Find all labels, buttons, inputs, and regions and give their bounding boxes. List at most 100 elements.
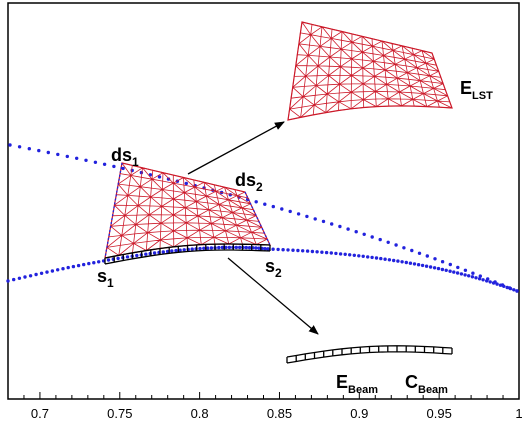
lower-right-curve-point <box>271 247 275 251</box>
lower-left-curve-point <box>125 255 130 259</box>
lower-right-curve-point <box>452 270 456 274</box>
lower-right-curve-point <box>455 271 460 275</box>
upper-curve-point <box>346 227 350 231</box>
lower-left-curve-point <box>45 270 49 274</box>
upper-curve-point <box>84 158 88 162</box>
lower-left-curve-point <box>82 262 86 267</box>
lower-right-curve-point <box>463 273 467 277</box>
lower-left-curve-point <box>87 261 91 266</box>
upper-curve-point <box>378 237 382 242</box>
upper-curve-point <box>37 148 41 153</box>
upper-curve-point <box>139 170 144 175</box>
upper-curve-point <box>102 162 107 166</box>
lower-right-curve-point <box>467 274 471 278</box>
lower-left-curve-point <box>39 271 44 275</box>
upper-curve-point <box>463 268 468 272</box>
lower-right-curve-point <box>508 286 513 291</box>
lower-left-curve-point <box>34 272 38 277</box>
lower-left-curve-point <box>209 246 214 250</box>
lower-right-curve-point <box>470 275 475 279</box>
lower-right-curve-point <box>387 258 392 262</box>
lower-right-curve-point <box>281 248 285 252</box>
lower-right-curve-point <box>412 262 417 266</box>
lower-left-curve-point <box>227 245 232 250</box>
upper-curve-point <box>338 224 342 229</box>
upper-curve-point <box>313 217 317 221</box>
upper-curve-point <box>8 143 12 147</box>
x-tick-label: 0.9 <box>350 406 368 421</box>
lower-left-curve-point <box>238 245 242 250</box>
lower-right-curve-point <box>481 278 485 282</box>
lower-right-curve-point <box>459 272 464 276</box>
upper-curve-point <box>121 166 125 171</box>
beam-copy <box>286 345 453 364</box>
lower-right-curve-point <box>400 260 404 264</box>
lst-mesh-copy-lines <box>287 21 453 121</box>
lower-left-curve-point <box>224 245 228 250</box>
upper-curve-point <box>46 150 50 155</box>
lower-left-curve-point <box>263 247 267 251</box>
lower-left-curve-point <box>71 264 76 269</box>
lower-right-curve-point <box>420 263 425 268</box>
upper-curve-point <box>417 251 422 255</box>
lower-right-curve-point <box>498 283 503 287</box>
upper-curve-point <box>263 202 267 206</box>
lower-left-curve-point <box>178 248 182 252</box>
lst-mesh-copy <box>287 21 453 121</box>
upper-curve-point <box>471 271 475 275</box>
upper-curve-point <box>440 260 445 264</box>
lower-right-curve-point <box>370 255 374 260</box>
x-tick-label: 0.75 <box>107 406 132 421</box>
upper-curve-point <box>56 152 60 157</box>
lower-left-curve-point <box>97 260 101 264</box>
lower-left-curve-point <box>50 269 55 273</box>
label-s1: s1 <box>97 266 114 290</box>
upper-curve-point <box>362 232 366 236</box>
label-ds1: ds1 <box>111 145 139 169</box>
arrow-to-beam <box>227 257 319 335</box>
upper-curve-point <box>112 164 116 169</box>
lower-left-curve-point <box>116 256 120 261</box>
beam-copy-shape <box>286 345 453 364</box>
ds2-edge <box>244 191 271 246</box>
lower-right-curve-point <box>436 266 441 271</box>
lower-right-curve-point <box>392 258 396 263</box>
lower-left-curve-point <box>198 246 202 251</box>
lower-right-curve-point <box>276 247 280 252</box>
lower-right-curve-point <box>474 276 478 280</box>
lower-right-curve-point <box>383 257 387 261</box>
lower-right-curve-point <box>502 284 506 288</box>
lst-mesh-copy-outline <box>287 21 453 121</box>
lower-right-curve-point <box>416 263 421 267</box>
upper-curve-point <box>456 265 460 270</box>
lower-left-curve-point <box>220 245 225 250</box>
lower-right-curve-point <box>440 267 445 272</box>
lower-left-curve-point <box>182 248 186 252</box>
x-tick-label: 0.85 <box>267 406 292 421</box>
lower-left-curve-point <box>28 274 33 278</box>
lower-left-curve-point <box>174 248 178 253</box>
lower-left-curve-point <box>254 246 258 250</box>
upper-curve-point <box>271 204 275 209</box>
upper-curve-point <box>27 147 31 151</box>
ds1-edge <box>104 162 123 259</box>
upper-curve-point <box>254 200 258 204</box>
lower-left-curve-point <box>12 277 16 282</box>
lower-left-curve-point <box>61 267 65 271</box>
lower-right-curve-point <box>361 254 365 258</box>
plot-frame <box>7 2 520 400</box>
beam-original-shape <box>104 243 271 265</box>
upper-curve-point <box>280 207 284 211</box>
lower-left-curve-point <box>56 268 60 272</box>
lower-right-curve-point <box>291 248 295 252</box>
lower-left-curve-point <box>66 265 70 270</box>
lower-left-curve-point <box>205 246 210 250</box>
x-tick-label: 0.8 <box>191 406 209 421</box>
beam-elements <box>104 243 453 364</box>
lower-right-curve-point <box>432 266 437 270</box>
lower-right-curve-point <box>357 254 361 258</box>
upper-curve-point <box>65 154 70 159</box>
lower-left-curve-point <box>106 258 111 262</box>
lower-right-curve-point <box>324 250 329 255</box>
